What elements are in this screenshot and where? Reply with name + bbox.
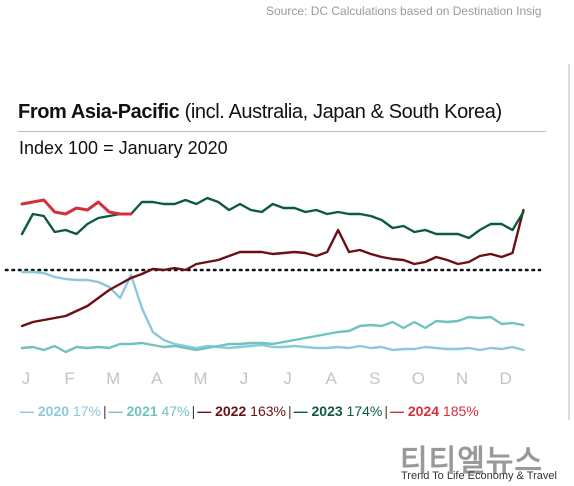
legend-year: 2022 (215, 403, 247, 419)
watermark-tagline: Trend To Life Economy & Travel (401, 470, 557, 482)
legend-year: 2023 (311, 403, 343, 419)
divider (568, 64, 570, 420)
title-bold: From Asia-Pacific (18, 101, 180, 123)
legend: — 2020 17% | — 2021 47% | — 2022 163% | — 2023… (20, 403, 479, 419)
legend-item-2021: — 2021 47% (109, 403, 190, 419)
x-tick-label-0: J (22, 369, 31, 388)
legend-separator: | (384, 403, 388, 419)
x-tick-label-9: O (412, 369, 425, 388)
legend-separator: | (102, 403, 107, 419)
x-tick-label-8: S (369, 369, 380, 388)
x-tick-label-4: M (193, 369, 207, 388)
legend-swatch: — (293, 403, 312, 419)
x-tick-label-3: A (151, 369, 163, 388)
legend-separator: | (191, 403, 196, 419)
legend-swatch: — (197, 403, 216, 419)
title-rest: (incl. Australia, Japan & South Korea) (179, 101, 503, 123)
x-tick-label-1: F (64, 369, 74, 388)
series-line-2020 (20, 270, 525, 352)
legend-percent: 47% (157, 403, 190, 419)
legend-item-2023: — 2023 174% (294, 403, 383, 419)
legend-item-2024: — 2024 185% (390, 403, 479, 419)
x-tick-label-11: D (499, 369, 511, 388)
series-line-2022 (20, 208, 525, 328)
x-tick-label-5: J (240, 369, 249, 388)
legend-year: 2020 (37, 403, 70, 419)
series-line-2024 (20, 198, 133, 216)
chart-title: From Asia-Pacific (incl. Australia, Japa… (18, 101, 502, 124)
x-tick-label-7: A (326, 369, 338, 388)
x-tick-label-6: J (283, 369, 292, 388)
legend-item-2020: — 2020 17% (20, 403, 101, 419)
legend-percent: 185% (439, 403, 479, 419)
legend-separator: | (287, 403, 292, 419)
watermark-logo: 티티엘뉴스 (400, 445, 543, 478)
title-rule (18, 131, 546, 132)
legend-swatch: — (20, 403, 38, 419)
legend-swatch: — (108, 403, 127, 419)
legend-year: 2021 (126, 403, 158, 419)
chart-subtitle: Index 100 = January 2020 (19, 138, 228, 158)
legend-swatch: — (390, 403, 408, 419)
source-note: Source: DC Calculations based on Destina… (266, 4, 542, 18)
x-tick-label-10: N (456, 369, 468, 388)
series-line-2021 (20, 315, 525, 354)
series-line-2023 (20, 196, 525, 240)
legend-percent: 163% (246, 403, 286, 419)
legend-percent: 174% (342, 403, 383, 419)
legend-year: 2024 (407, 403, 440, 419)
legend-item-2022: — 2022 163% (197, 403, 286, 419)
x-tick-label-2: M (106, 369, 120, 388)
legend-percent: 17% (69, 403, 101, 419)
